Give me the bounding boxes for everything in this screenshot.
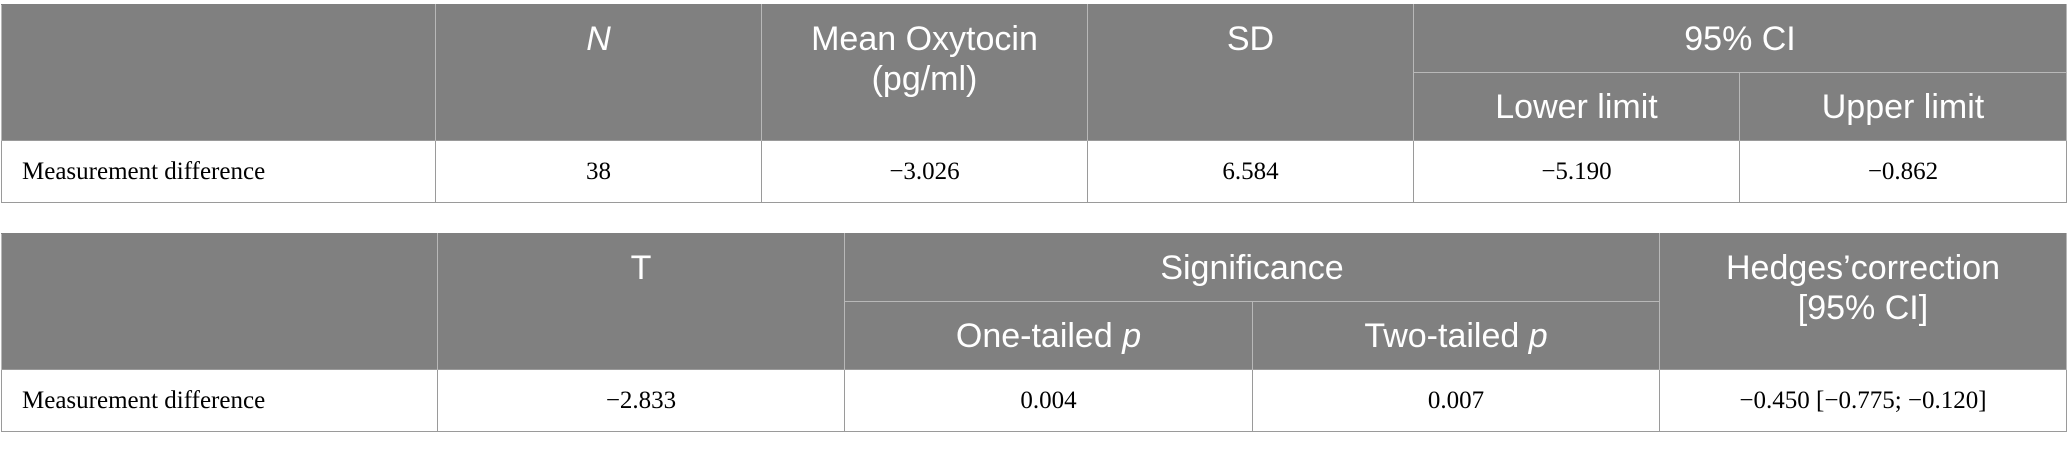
table-row: Measurement difference −2.833 0.004 0.00… [1,369,2067,432]
subheader-row: One-tailed p Two-tailed p [2,301,2067,370]
one-tailed-p-header: One-tailed p [844,301,1253,370]
blank-header-cell [1,4,436,141]
lower-limit-value: −5.190 [1413,140,1740,203]
lower-limit-header: Lower limit [1413,72,1740,141]
t-header: T [437,233,845,370]
significance-header: Significance [844,233,1660,302]
header-row: T Significance Hedges’correction [95% CI] [1,233,2067,370]
upper-limit-value: −0.862 [1739,140,2067,203]
two-tailed-p-value: 0.007 [1252,369,1660,432]
n-header: N [435,4,762,141]
n-value: 38 [435,140,762,203]
row-label: Measurement difference [1,140,436,203]
mean-value: −3.026 [761,140,1088,203]
sd-value: 6.584 [1087,140,1414,203]
two-tailed-p-header: Two-tailed p [1252,301,1660,370]
mean-oxytocin-header: Mean Oxytocin (pg/ml) [761,4,1088,141]
sd-header: SD [1087,4,1414,141]
hedges-correction-value: −0.450 [−0.775; −0.120] [1659,369,2067,432]
blank-header-cell [1,233,438,370]
one-tailed-p-value: 0.004 [844,369,1253,432]
t-value: −2.833 [437,369,845,432]
table-row: Measurement difference 38 −3.026 6.584 −… [1,140,2067,203]
subheader-row: Lower limit Upper limit [2,72,2067,141]
row-label: Measurement difference [1,369,438,432]
t-test-table: T Significance Hedges’correction [95% CI]… [1,233,2067,432]
descriptive-stats-table: N Mean Oxytocin (pg/ml) SD 95% CI Lower l… [1,4,2067,203]
header-row: N Mean Oxytocin (pg/ml) SD 95% CI [1,4,2067,141]
hedges-correction-header: Hedges’correction [95% CI] [1659,233,2067,370]
upper-limit-header: Upper limit [1739,72,2067,141]
ci-header: 95% CI [1413,4,2067,73]
